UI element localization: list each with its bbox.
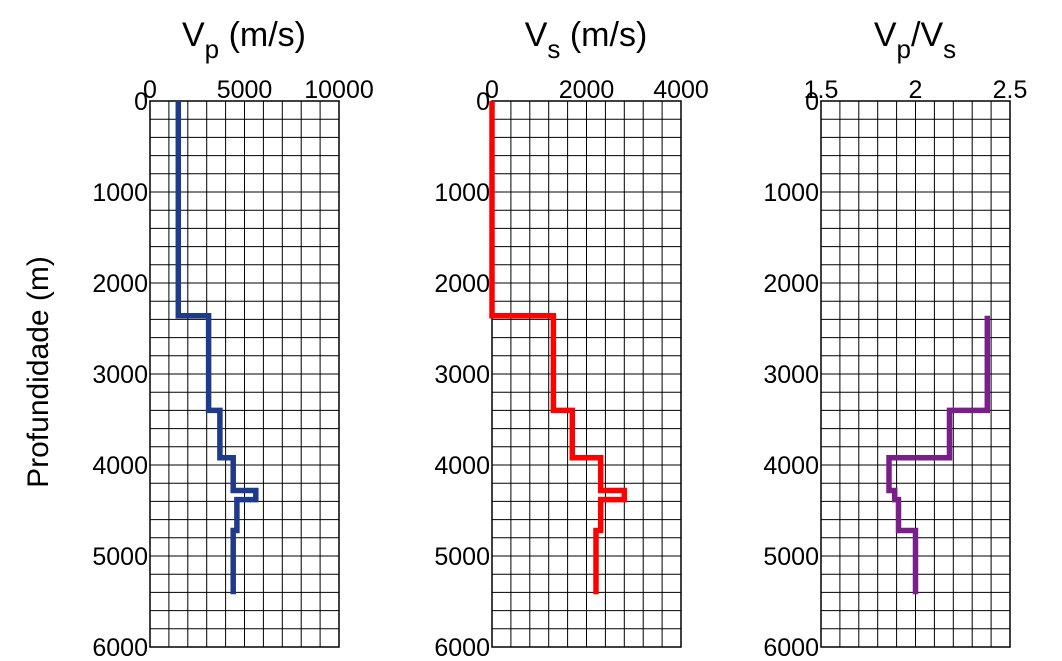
panel-1: 0 5000 10000 0 1000 2000 3000 4000 5000 6000 Vp (m… — [22, 16, 374, 661]
series-line — [886, 315, 991, 595]
y-tick-label: 3000 — [434, 361, 490, 389]
x-tick-label: 0 — [485, 76, 499, 104]
series-line — [175, 101, 259, 595]
y-tick-label: 6000 — [763, 634, 819, 661]
y-tick-label: 4000 — [763, 452, 819, 480]
y-tick-label: 5000 — [763, 543, 819, 571]
y-tick-label: 3000 — [92, 361, 148, 389]
panel-3: 1.5 2 2.5 0 1000 2000 3000 4000 5000 6000 Vp/Vs — [763, 16, 1027, 661]
y-tick-label: 6000 — [434, 634, 490, 661]
y-tick-label: 2000 — [434, 270, 490, 298]
x-tick-label: 4000 — [653, 76, 709, 104]
x-tick-label: 2000 — [559, 76, 615, 104]
y-tick-label: 5000 — [92, 543, 148, 571]
y-tick-label: 3000 — [763, 361, 819, 389]
x-tick-label: 1.5 — [804, 76, 839, 104]
y-tick-label: 1000 — [763, 179, 819, 207]
x-tick-label: 2.5 — [993, 76, 1028, 104]
y-axis-label: Profundidade (m) — [22, 256, 55, 488]
y-tick-label: 0 — [134, 88, 148, 116]
y-tick-label: 2000 — [92, 270, 148, 298]
series-line — [489, 101, 628, 595]
panel-title: Vs (m/s) — [525, 16, 648, 64]
y-tick-label: 4000 — [92, 452, 148, 480]
y-tick-label: 6000 — [92, 634, 148, 661]
plot-frame — [491, 100, 682, 648]
panel-2: 0 2000 4000 0 1000 2000 3000 4000 5000 6000 Vs (m/… — [434, 16, 708, 661]
x-tick-label: 10000 — [304, 76, 374, 104]
plot-frame — [820, 100, 1011, 648]
x-tick-label: 5000 — [217, 76, 273, 104]
panel-title: Vp (m/s) — [182, 16, 306, 64]
y-tick-label: 0 — [805, 88, 819, 116]
y-tick-label: 2000 — [763, 270, 819, 298]
y-tick-label: 4000 — [434, 452, 490, 480]
y-tick-label: 1000 — [92, 179, 148, 207]
x-tick-label: 0 — [143, 76, 157, 104]
y-tick-label: 5000 — [434, 543, 490, 571]
x-tick-label: 2 — [909, 76, 923, 104]
y-tick-label: 1000 — [434, 179, 490, 207]
plot-frame — [149, 100, 340, 648]
y-tick-label: 0 — [476, 88, 490, 116]
panel-title: Vp/Vs — [874, 16, 956, 64]
